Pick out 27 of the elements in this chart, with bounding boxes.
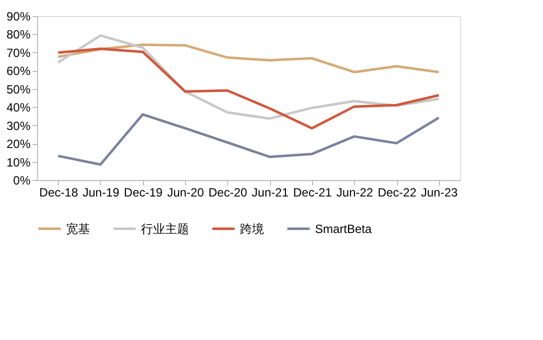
- line-series: [56, 44, 440, 74]
- x-tick-label: Jun-23: [421, 186, 458, 200]
- y-tick-label: 50%: [6, 82, 31, 96]
- legend-label: 行业主题: [141, 222, 189, 236]
- y-tick-label: 0%: [13, 174, 31, 188]
- legend-label: SmartBeta: [315, 222, 372, 236]
- y-tick-label: 40%: [6, 100, 31, 115]
- line-series: [56, 113, 440, 166]
- x-tick-label: Jun-19: [82, 186, 120, 200]
- y-tick-label: 20%: [6, 137, 31, 152]
- legend-label: 跨境: [240, 222, 264, 236]
- line-series: [56, 48, 440, 130]
- y-tick-label: 60%: [6, 64, 31, 78]
- legend-label: 宽基: [66, 222, 90, 236]
- y-tick-label: 90%: [6, 10, 31, 24]
- y-tick-label: 80%: [6, 28, 31, 42]
- x-tick-label: Dec-21: [293, 186, 332, 200]
- y-tick-label: 70%: [6, 46, 31, 60]
- y-tick-label: 10%: [6, 155, 31, 170]
- x-tick-label: Dec-20: [208, 186, 248, 200]
- x-tick-label: Jun-22: [336, 186, 374, 200]
- x-tick-label: Jun-21: [252, 186, 289, 200]
- x-tick-label: Dec-18: [39, 186, 78, 200]
- x-tick-label: Dec-22: [378, 186, 417, 200]
- x-tick-label: Jun-20: [167, 186, 204, 200]
- x-tick-label: Dec-19: [124, 186, 163, 200]
- y-tick-label: 30%: [6, 118, 31, 133]
